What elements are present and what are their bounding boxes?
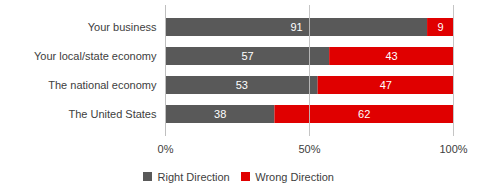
html-text:Right Direction: Right Direction — [157, 170, 230, 183]
svg-text:Your business: Your business — [88, 21, 157, 33]
svg-text:50%: 50% — [298, 143, 320, 155]
svg-text:91: 91 — [290, 21, 302, 33]
svg-text:0%: 0% — [158, 143, 174, 155]
svg-text:47: 47 — [380, 79, 392, 91]
svg-text:57: 57 — [241, 50, 253, 62]
svg-text:53: 53 — [236, 79, 248, 91]
svg-text:The United States: The United States — [68, 108, 157, 120]
svg-text:100%: 100% — [439, 143, 467, 155]
svg-text:9: 9 — [437, 21, 443, 33]
svg-text:43: 43 — [385, 50, 397, 62]
svg-text:38: 38 — [214, 108, 226, 120]
svg-text:62: 62 — [358, 108, 370, 120]
svg-text:Your local/state economy: Your local/state economy — [34, 50, 157, 62]
html-text:Wrong Direction: Wrong Direction — [255, 170, 334, 183]
svg-text:The national economy: The national economy — [48, 79, 157, 91]
